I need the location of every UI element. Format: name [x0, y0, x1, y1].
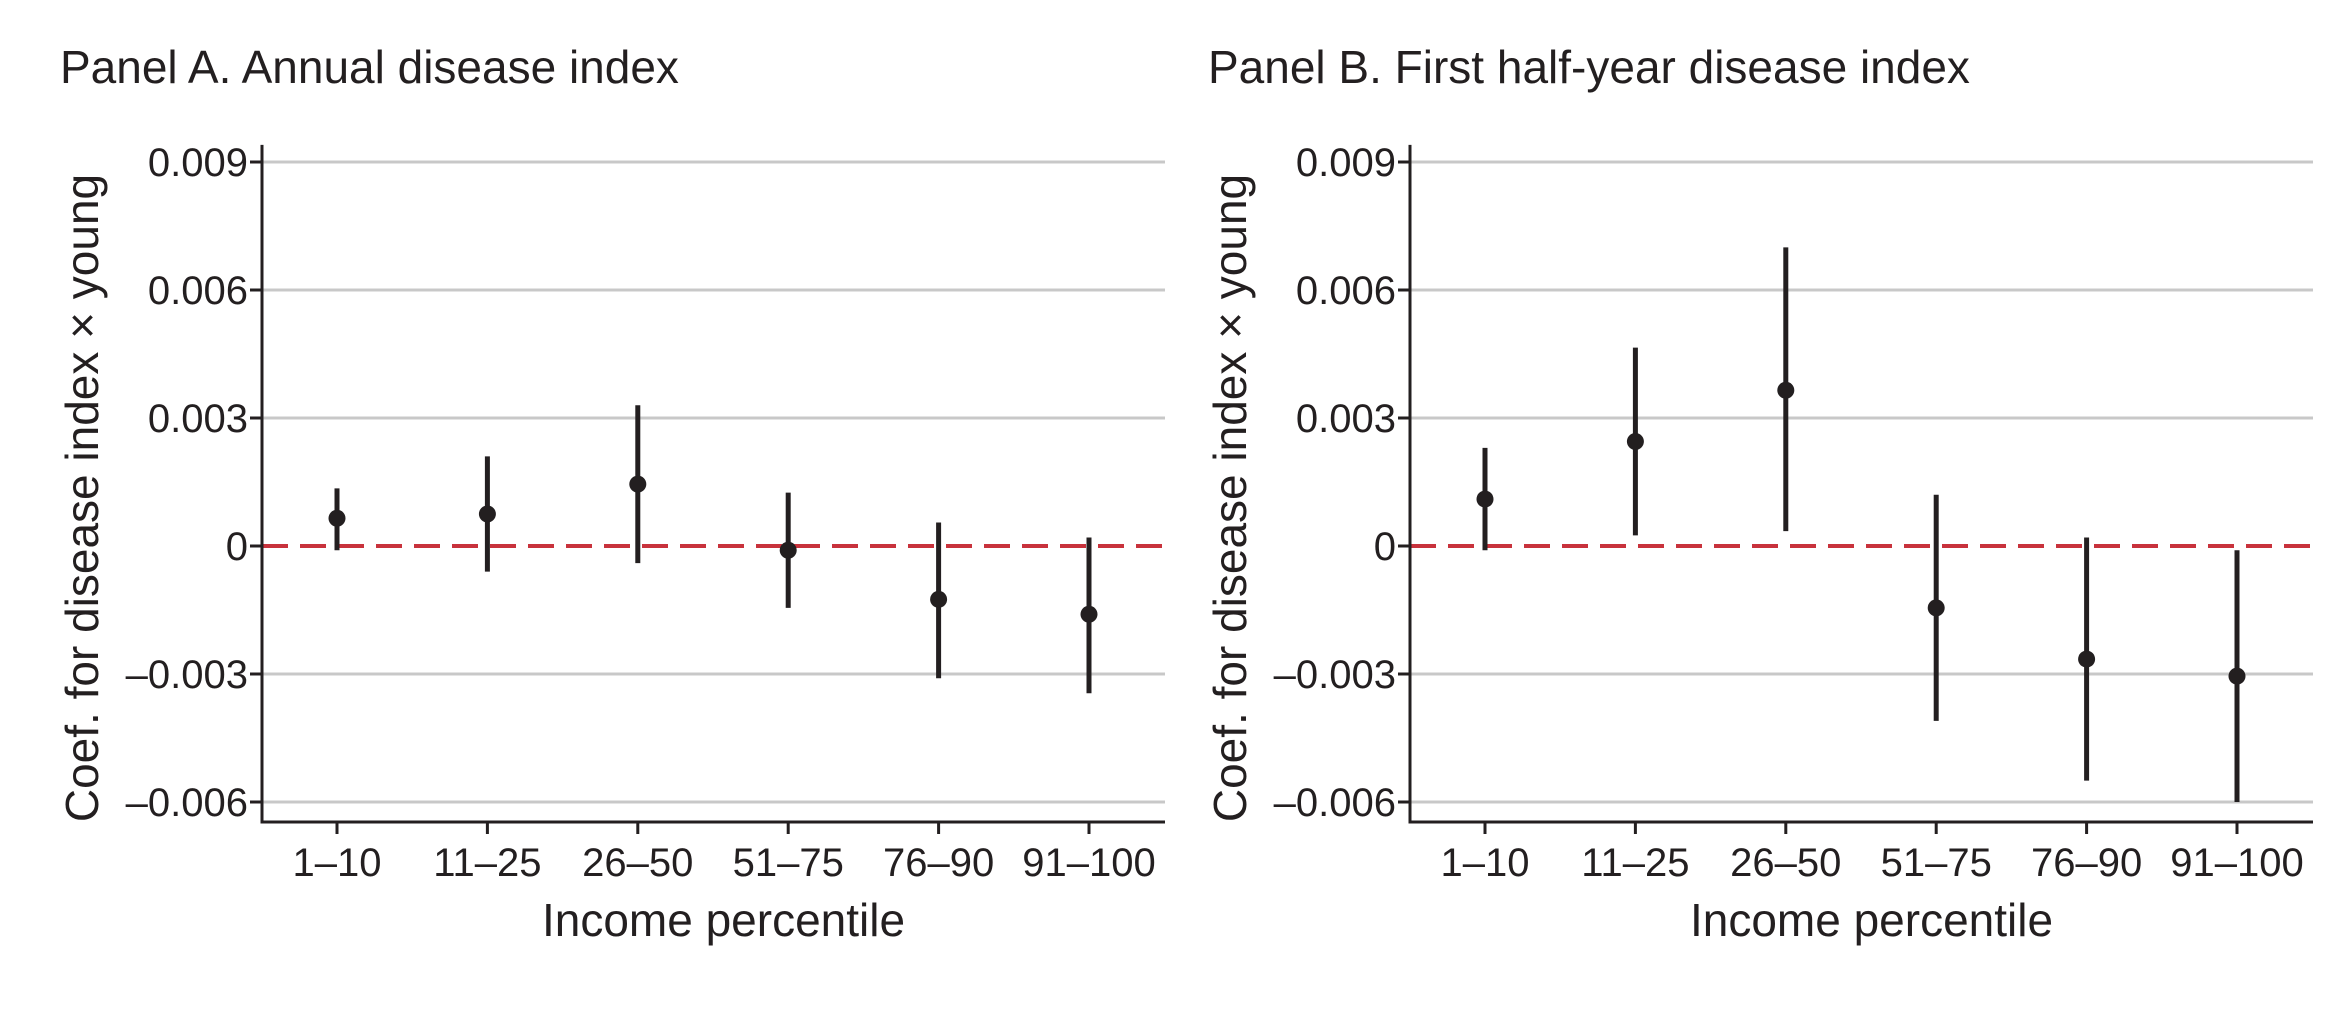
y-axis-title: Coef. for disease index × young [56, 174, 108, 822]
x-tick-label: 1–10 [1441, 841, 1530, 885]
y-tick-label: –0.003 [1274, 653, 1396, 697]
x-tick-label: 91–100 [2170, 841, 2303, 885]
y-tick-label: 0.006 [148, 269, 248, 313]
x-tick-label: 76–90 [883, 841, 994, 885]
x-axis-title: Income percentile [1690, 894, 2053, 946]
x-tick-label: 51–75 [733, 841, 844, 885]
point-estimate [1476, 490, 1494, 508]
panel-b-chart: 0.009 0.006 0.003 0 –0.003 –0.006 1–10 11–25 26–… [1204, 141, 2313, 946]
x-tick-label: 76–90 [2031, 841, 2142, 885]
y-tick-label: 0.009 [148, 141, 248, 185]
y-tick-label: 0.009 [1296, 141, 1396, 185]
x-tick-label: 26–50 [1730, 841, 1841, 885]
point-estimate [930, 590, 948, 608]
point-estimate [2228, 667, 2246, 685]
y-axis-title: Coef. for disease index × young [1204, 174, 1256, 822]
y-tick-label: –0.006 [1274, 781, 1396, 825]
point-estimate [2078, 650, 2096, 668]
x-tick-label: 51–75 [1881, 841, 1992, 885]
panel-b-title: Panel B. First half-year disease index [1208, 41, 1970, 93]
panel-a: Panel A. Annual disease index 0.009 0.006… [0, 0, 1165, 1020]
y-tick-label: –0.006 [126, 781, 248, 825]
point-estimate [328, 509, 346, 527]
y-tick-label: 0 [226, 525, 248, 569]
point-estimate [478, 505, 496, 523]
point-estimate [1927, 599, 1945, 617]
y-tick-label: 0.003 [148, 397, 248, 441]
x-tick-label: 11–25 [1581, 841, 1689, 885]
point-estimate [779, 541, 797, 559]
panel-b: Panel B. First half-year disease index 0… [1148, 0, 2313, 1020]
x-tick-label: 11–25 [433, 841, 541, 885]
x-tick-label: 1–10 [293, 841, 382, 885]
point-estimate [1080, 605, 1098, 623]
x-tick-label: 91–100 [1022, 841, 1155, 885]
panel-a-chart: 0.009 0.006 0.003 0 –0.003 –0.006 1–10 11–25 26–… [56, 141, 1165, 946]
y-tick-label: 0.006 [1296, 269, 1396, 313]
y-tick-label: –0.003 [126, 653, 248, 697]
y-tick-label: 0 [1374, 525, 1396, 569]
panel-a-title: Panel A. Annual disease index [60, 41, 679, 93]
x-tick-label: 26–50 [582, 841, 693, 885]
point-estimate [629, 475, 647, 493]
point-estimate [1777, 381, 1795, 399]
y-tick-label: 0.003 [1296, 397, 1396, 441]
point-estimate [1626, 432, 1644, 450]
x-axis-title: Income percentile [542, 894, 905, 946]
